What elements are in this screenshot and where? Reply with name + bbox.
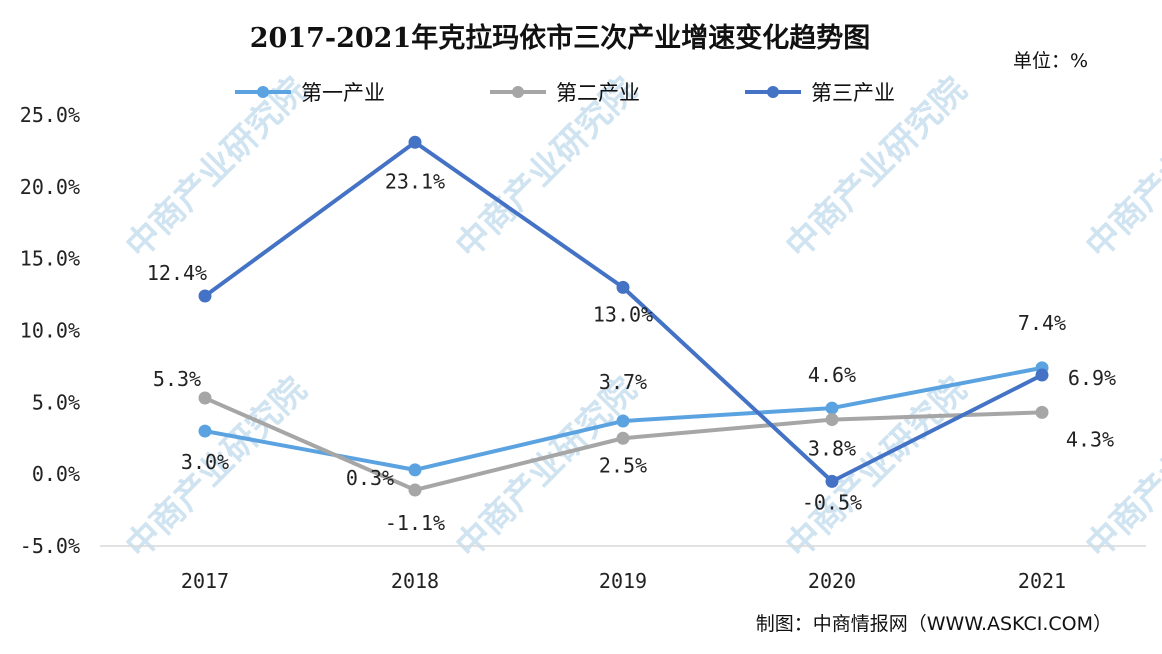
x-tick-label: 2021 (1018, 569, 1066, 593)
unit-label: 单位：% (1013, 50, 1088, 72)
data-label: 3.7% (599, 370, 647, 394)
data-label: 5.3% (153, 367, 201, 391)
data-point (408, 483, 422, 497)
data-label: 0.3% (346, 466, 394, 490)
x-axis: 2017 2018 2019 2020 2021 (181, 569, 1066, 593)
legend-label: 第二产业 (556, 81, 640, 105)
watermark-text: 中商产业研究院 (1078, 370, 1162, 567)
y-tick-label: 25.0% (20, 103, 80, 127)
y-axis: -5.0% 0.0% 5.0% 10.0% 15.0% 20.0% 25.0% (20, 103, 80, 558)
x-tick-label: 2020 (808, 569, 856, 593)
legend-label: 第三产业 (811, 81, 895, 105)
data-label: -1.1% (385, 511, 445, 535)
y-tick-label: 20.0% (20, 175, 80, 199)
legend-marker (257, 86, 269, 98)
data-point (616, 431, 630, 445)
x-tick-label: 2017 (181, 569, 229, 593)
data-point (198, 391, 212, 405)
legend-label: 第一产业 (301, 81, 385, 105)
data-point (825, 474, 839, 488)
data-label-layer: 3.0% 0.3% 3.7% 4.6% 7.4% 5.3% -1.1% 2.5% 3.8% 4.3… (147, 169, 1116, 535)
source-note: 制图：中商情报网（WWW.ASKCI.COM） (756, 613, 1112, 635)
data-point (1035, 368, 1049, 382)
series-layer (198, 135, 1049, 497)
data-point (1035, 405, 1049, 419)
data-point (198, 424, 212, 438)
data-label: 6.9% (1068, 366, 1116, 390)
x-tick-label: 2019 (599, 569, 647, 593)
y-tick-label: 5.0% (32, 390, 80, 414)
data-label: 13.0% (593, 302, 653, 326)
data-label: -0.5% (802, 490, 862, 514)
data-point (825, 401, 839, 415)
data-point (408, 463, 422, 477)
x-tick-label: 2018 (391, 569, 439, 593)
chart-title: 2017-2021年克拉玛依市三次产业增速变化趋势图 (250, 22, 871, 54)
legend-marker (767, 86, 779, 98)
data-point (198, 289, 212, 303)
data-label: 23.1% (385, 169, 445, 193)
data-point (408, 135, 422, 149)
data-label: 7.4% (1018, 311, 1066, 335)
y-tick-label: -5.0% (20, 534, 80, 558)
legend: 第一产业 第二产业 第三产业 (235, 81, 895, 105)
data-label: 4.6% (808, 363, 856, 387)
y-tick-label: 10.0% (20, 319, 80, 343)
data-label: 12.4% (147, 261, 207, 285)
y-tick-label: 15.0% (20, 247, 80, 271)
legend-marker (512, 86, 524, 98)
data-label: 2.5% (599, 453, 647, 477)
data-label: 3.0% (181, 450, 229, 474)
data-point (616, 414, 630, 428)
data-label: 3.8% (808, 437, 856, 461)
y-tick-label: 0.0% (32, 462, 80, 486)
data-point (825, 413, 839, 427)
data-point (616, 280, 630, 294)
watermark-text: 中商产业研究院 (1078, 70, 1162, 267)
data-label: 4.3% (1066, 427, 1114, 451)
